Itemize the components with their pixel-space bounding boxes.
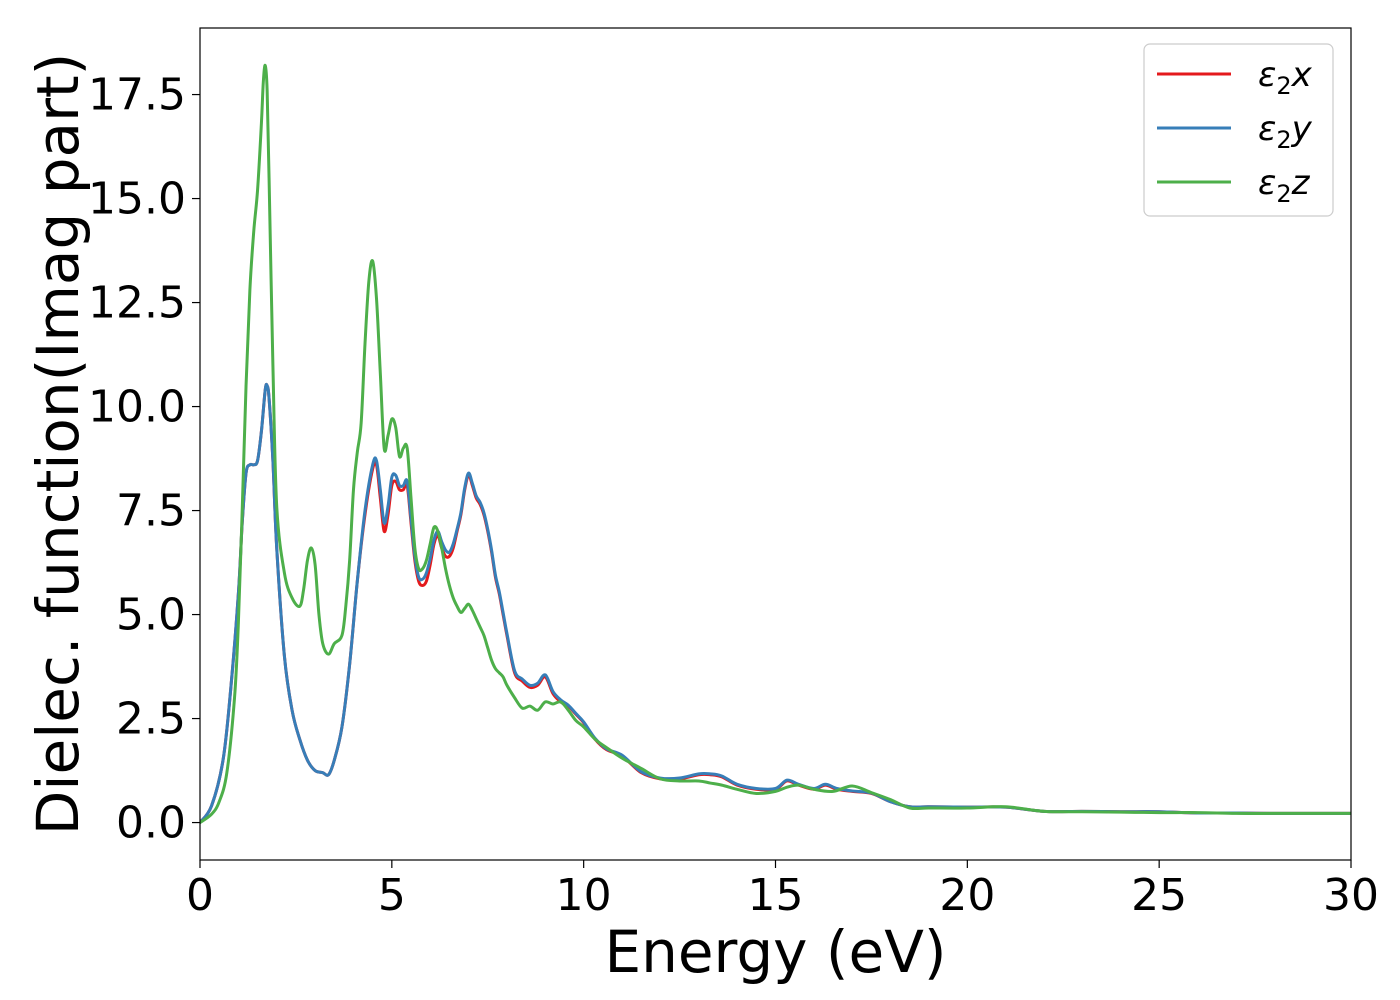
legend-label: ε2z [1258, 163, 1311, 208]
x-tick-label: 10 [556, 870, 612, 921]
x-tick-label: 0 [186, 870, 214, 921]
plot-lines [200, 63, 1351, 825]
x-tick-label: 15 [748, 870, 804, 921]
legend-label: ε2x [1258, 55, 1313, 100]
series-line-1 [200, 382, 1351, 825]
x-axis-label: Energy (eV) [604, 918, 946, 986]
y-tick-label: 15.0 [88, 174, 186, 225]
y-tick-label: 0.0 [116, 798, 186, 849]
y-tick-label: 12.5 [88, 278, 186, 329]
legend-label: ε2y [1258, 109, 1313, 154]
legend-box [1143, 43, 1334, 217]
legend: ε2x ε2y ε2z [1143, 43, 1334, 217]
series-line-2 [200, 382, 1351, 825]
x-tick-label: 5 [378, 870, 406, 921]
y-tick-label: 17.5 [88, 70, 186, 121]
y-tick-label: 7.5 [116, 486, 186, 537]
y-axis-label: Dielec. function(Imag part) [24, 53, 92, 836]
series-line-3 [200, 63, 1351, 825]
x-tick-label: 20 [939, 870, 995, 921]
y-axis: 0.0 2.5 5.0 7.5 10.0 12.5 15.0 17.5 [88, 70, 200, 849]
x-axis: 0 5 10 15 20 25 30 [186, 860, 1379, 921]
x-tick-label: 25 [1131, 870, 1187, 921]
x-tick-label: 30 [1323, 870, 1379, 921]
y-tick-label: 10.0 [88, 382, 186, 433]
y-tick-label: 2.5 [116, 694, 186, 745]
y-tick-label: 5.0 [116, 590, 186, 641]
